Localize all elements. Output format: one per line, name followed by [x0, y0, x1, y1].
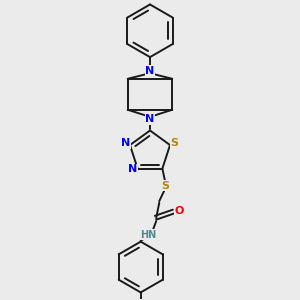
Text: O: O — [175, 206, 184, 216]
Text: N: N — [121, 139, 130, 148]
Text: S: S — [171, 139, 179, 148]
Text: S: S — [161, 181, 169, 190]
Text: N: N — [146, 66, 154, 76]
Text: N: N — [128, 164, 138, 174]
Text: HN: HN — [140, 230, 157, 239]
Text: N: N — [146, 114, 154, 124]
